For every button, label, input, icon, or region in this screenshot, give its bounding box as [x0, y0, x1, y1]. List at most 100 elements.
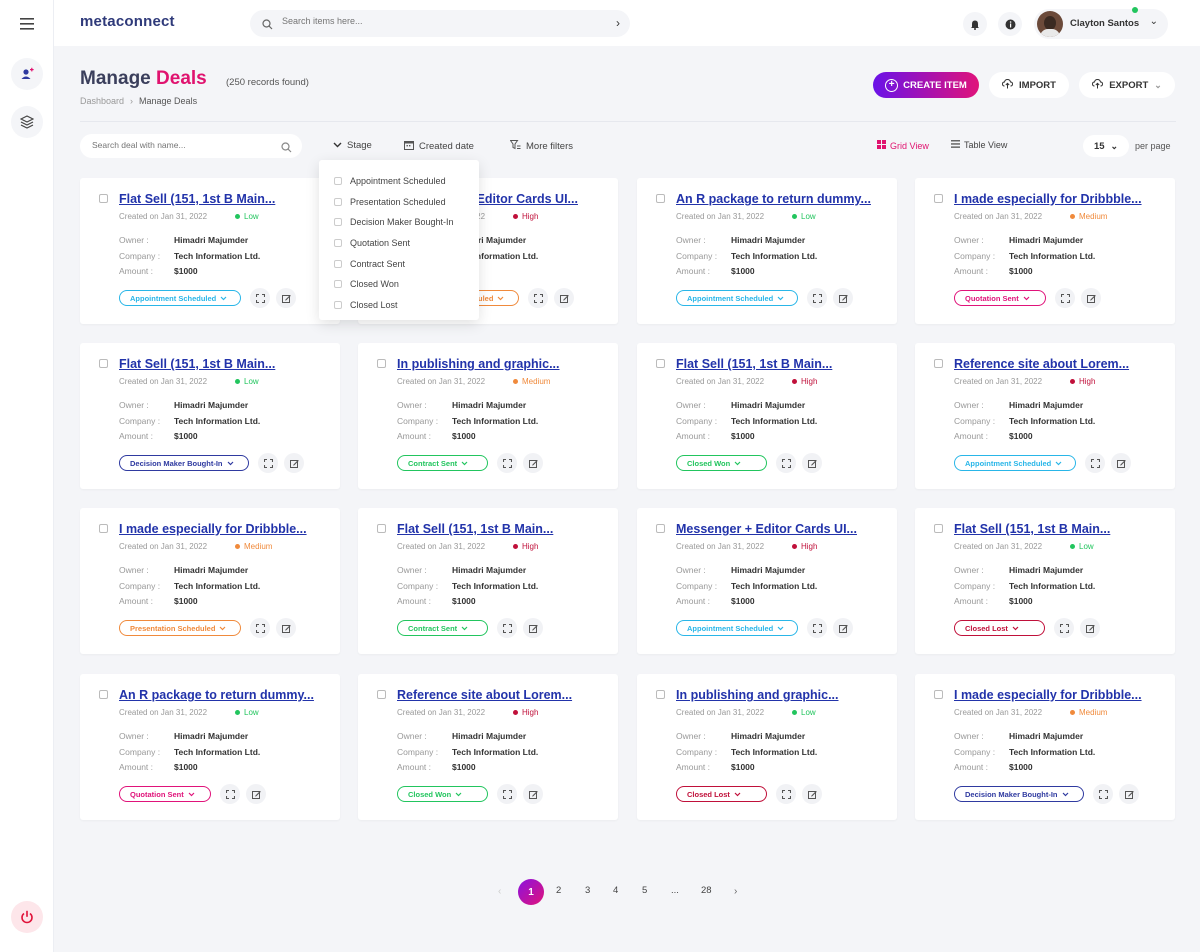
created-date-filter[interactable]: Created date	[404, 140, 474, 153]
stage-option[interactable]: Decision Maker Bought-In	[319, 212, 479, 233]
page-number[interactable]: 5	[642, 885, 648, 896]
deal-title-link[interactable]: Flat Sell (151, 1st B Main...	[397, 522, 554, 536]
option-checkbox[interactable]	[334, 259, 342, 268]
page-current[interactable]: 1	[518, 879, 544, 905]
card-checkbox[interactable]	[99, 359, 108, 368]
edit-icon[interactable]	[523, 784, 543, 804]
edit-icon[interactable]	[276, 618, 296, 638]
stage-option[interactable]: Closed Lost	[319, 295, 479, 316]
card-checkbox[interactable]	[99, 524, 108, 533]
more-filters[interactable]: More filters	[509, 140, 573, 153]
pagination-next[interactable]: ›	[734, 886, 738, 897]
chevron-right-icon[interactable]: ›	[616, 16, 620, 30]
import-button[interactable]: IMPORT	[989, 72, 1069, 98]
add-user-icon[interactable]	[11, 58, 43, 90]
expand-icon[interactable]	[807, 618, 827, 638]
card-checkbox[interactable]	[934, 524, 943, 533]
option-checkbox[interactable]	[334, 239, 342, 248]
card-checkbox[interactable]	[934, 690, 943, 699]
deal-title-link[interactable]: In publishing and graphic...	[397, 357, 560, 371]
card-checkbox[interactable]	[377, 359, 386, 368]
stage-option[interactable]: Quotation Sent	[319, 233, 479, 254]
expand-icon[interactable]	[497, 618, 517, 638]
expand-icon[interactable]	[1093, 784, 1113, 804]
deal-search-input[interactable]	[92, 140, 272, 150]
deal-title-link[interactable]: An R package to return dummy...	[119, 688, 314, 702]
edit-icon[interactable]	[523, 453, 543, 473]
deal-title-link[interactable]: Flat Sell (151, 1st B Main...	[119, 192, 276, 206]
expand-icon[interactable]	[776, 784, 796, 804]
option-checkbox[interactable]	[334, 280, 342, 289]
edit-icon[interactable]	[1080, 618, 1100, 638]
info-icon[interactable]	[998, 12, 1022, 36]
stage-select[interactable]: Quotation Sent	[954, 290, 1046, 306]
stage-select[interactable]: Appointment Scheduled	[119, 290, 241, 306]
export-button[interactable]: EXPORT ⌄	[1079, 72, 1175, 98]
deal-title-link[interactable]: In publishing and graphic...	[676, 688, 839, 702]
stage-select[interactable]: Presentation Scheduled	[119, 620, 241, 636]
deal-title-link[interactable]: I made especially for Dribbble...	[954, 688, 1142, 702]
edit-icon[interactable]	[833, 288, 853, 308]
stage-select[interactable]: Closed Lost	[954, 620, 1045, 636]
expand-icon[interactable]	[1054, 618, 1074, 638]
stage-select[interactable]: Contract Sent	[397, 455, 488, 471]
page-number[interactable]: ...	[671, 885, 679, 896]
stage-select[interactable]: Closed Won	[676, 455, 767, 471]
expand-icon[interactable]	[1055, 288, 1075, 308]
page-number[interactable]: 3	[585, 885, 591, 896]
user-menu[interactable]: Clayton Santos ⌄	[1034, 9, 1168, 39]
stage-option[interactable]: Presentation Scheduled	[319, 192, 479, 213]
expand-icon[interactable]	[258, 453, 278, 473]
edit-icon[interactable]	[246, 784, 266, 804]
deal-title-link[interactable]: Reference site about Lorem...	[397, 688, 573, 702]
stage-select[interactable]: Appointment Scheduled	[954, 455, 1076, 471]
expand-icon[interactable]	[497, 784, 517, 804]
stage-select[interactable]: Decision Maker Bought-In	[954, 786, 1084, 802]
option-checkbox[interactable]	[334, 177, 342, 186]
card-checkbox[interactable]	[656, 524, 665, 533]
deal-title-link[interactable]: Messenger + Editor Cards UI...	[676, 522, 857, 536]
stage-select[interactable]: Contract Sent	[397, 620, 488, 636]
deal-title-link[interactable]: An R package to return dummy...	[676, 192, 871, 206]
edit-icon[interactable]	[833, 618, 853, 638]
grid-view-toggle[interactable]: Grid View	[877, 140, 929, 151]
option-checkbox[interactable]	[334, 197, 342, 206]
card-checkbox[interactable]	[377, 690, 386, 699]
expand-icon[interactable]	[807, 288, 827, 308]
deal-title-link[interactable]: Flat Sell (151, 1st B Main...	[119, 357, 276, 371]
option-checkbox[interactable]	[334, 300, 342, 309]
edit-icon[interactable]	[1111, 453, 1131, 473]
option-checkbox[interactable]	[334, 218, 342, 227]
card-checkbox[interactable]	[656, 690, 665, 699]
expand-icon[interactable]	[1085, 453, 1105, 473]
expand-icon[interactable]	[497, 453, 517, 473]
layers-icon[interactable]	[11, 106, 43, 138]
global-search[interactable]: ›	[250, 10, 630, 37]
power-icon[interactable]	[11, 901, 43, 933]
edit-icon[interactable]	[554, 288, 574, 308]
card-checkbox[interactable]	[934, 359, 943, 368]
stage-select[interactable]: Appointment Scheduled	[676, 290, 798, 306]
edit-icon[interactable]	[1081, 288, 1101, 308]
stage-select[interactable]: Decision Maker Bought-In	[119, 455, 249, 471]
card-checkbox[interactable]	[99, 194, 108, 203]
global-search-input[interactable]	[282, 16, 582, 26]
deal-title-link[interactable]: I made especially for Dribbble...	[119, 522, 307, 536]
edit-icon[interactable]	[1119, 784, 1139, 804]
expand-icon[interactable]	[250, 288, 270, 308]
expand-icon[interactable]	[250, 618, 270, 638]
expand-icon[interactable]	[528, 288, 548, 308]
breadcrumb-dashboard[interactable]: Dashboard	[80, 96, 125, 106]
page-number[interactable]: 2	[556, 885, 562, 896]
pagination-prev[interactable]: ‹	[498, 886, 502, 897]
bell-icon[interactable]	[963, 12, 987, 36]
deal-search[interactable]	[80, 134, 302, 158]
expand-icon[interactable]	[776, 453, 796, 473]
stage-select[interactable]: Closed Won	[397, 786, 488, 802]
edit-icon[interactable]	[284, 453, 304, 473]
stage-option[interactable]: Closed Won	[319, 274, 479, 295]
page-number[interactable]: 4	[613, 885, 619, 896]
stage-option[interactable]: Appointment Scheduled	[319, 171, 479, 192]
deal-title-link[interactable]: Flat Sell (151, 1st B Main...	[954, 522, 1111, 536]
stage-select[interactable]: Quotation Sent	[119, 786, 211, 802]
